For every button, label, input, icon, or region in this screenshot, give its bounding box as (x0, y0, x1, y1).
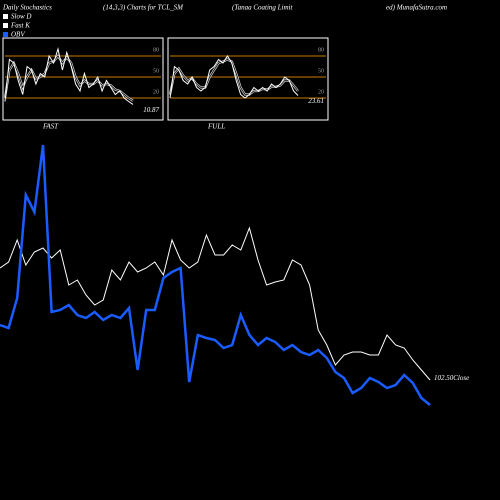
legend-label: Slow D (11, 13, 31, 21)
value-label: 23.61 (308, 97, 324, 105)
end-value: 102.50 (434, 374, 454, 382)
y-tick-label: 50 (153, 68, 159, 74)
stoch-line-inner (4, 55, 134, 102)
y-tick-label: 80 (153, 47, 159, 53)
legend-swatch (3, 32, 8, 37)
y-tick-label: 50 (318, 68, 324, 74)
panel-label: FULL (207, 123, 225, 131)
series-line (0, 144, 431, 406)
title: Daily Stochastics (2, 4, 52, 12)
value-label: 10.87 (143, 106, 159, 114)
end-name: Close (453, 374, 469, 382)
stoch-line (4, 47, 134, 105)
site: ed) MunafaSutra.com (386, 4, 447, 12)
panel-label: FAST (42, 123, 59, 131)
legend-label: Fast K (10, 22, 30, 30)
subtitle: (14,3,3) Charts for TCL_SM (103, 4, 184, 12)
y-tick-label: 80 (318, 47, 324, 53)
company: (Tanaa Coating Limit (232, 4, 293, 12)
stoch-line (3, 54, 134, 102)
panel (2, 37, 164, 121)
y-tick-label: 20 (318, 89, 324, 95)
stoch-line (169, 55, 299, 99)
legend-swatch (3, 23, 8, 28)
legend-label: OBV (11, 31, 25, 39)
end-label: 102.50Close (434, 374, 469, 382)
legend-swatch (3, 14, 8, 19)
y-tick-label: 20 (153, 89, 159, 95)
series-line (0, 226, 431, 381)
panel (167, 37, 329, 121)
